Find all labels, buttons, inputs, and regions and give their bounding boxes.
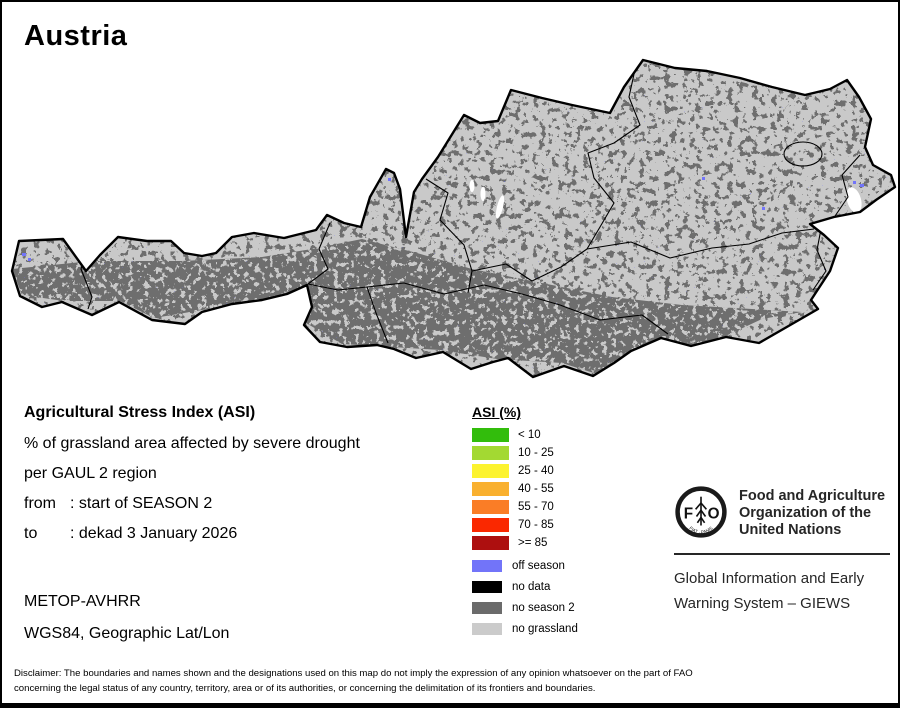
legend-swatch [472,602,502,614]
legend-row: off season [472,560,578,572]
fao-divider [674,553,890,555]
legend-row: no data [472,581,578,593]
legend-label: < 10 [518,429,541,441]
legend-row: 40 - 55 [472,482,578,496]
legend-swatch [472,428,509,442]
from-value: : start of SEASON 2 [70,495,213,512]
giews-name: Global Information and Early Warning Syst… [674,566,896,616]
legend-swatch [472,446,509,460]
legend-swatch [472,464,509,478]
asi-description-line1: % of grassland area affected by severe d… [24,435,360,452]
fao-org-line: United Nations [739,522,842,538]
legend-row: 25 - 40 [472,464,578,478]
fao-org-name: Food and Agriculture Organization of the U… [739,485,885,539]
legend-label: no grassland [512,623,578,635]
svg-text:FIAT · PANIS: FIAT · PANIS [688,525,713,534]
map-speckle-offseason [12,60,895,377]
legend-label: 10 - 25 [518,447,554,459]
legend: ASI (%) < 10 10 - 25 25 - 40 40 - 55 [472,404,578,644]
legend-label: 40 - 55 [518,483,554,495]
asi-description-line2: per GAUL 2 region [24,465,157,482]
from-row: from : start of SEASON 2 [24,496,360,512]
disclaimer-line2: concerning the legal status of any count… [14,683,596,694]
legend-swatch [472,482,509,496]
fao-logo-icon: F O FIAT · PANIS [675,486,727,538]
legend-classes: < 10 10 - 25 25 - 40 40 - 55 55 - 70 [472,428,578,550]
legend-label: no data [512,581,551,593]
page-title: Austria [24,20,128,52]
legend-label: off season [512,560,565,572]
austria-asi-map [10,58,897,379]
legend-swatch [472,623,502,635]
projection-name: WGS84, Geographic Lat/Lon [24,625,230,642]
legend-swatch [472,581,502,593]
legend-label: >= 85 [518,537,548,549]
sensor-block: METOP-AVHRR WGS84, Geographic Lat/Lon [24,593,229,657]
to-label: to [24,525,38,542]
map-info-block: Agricultural Stress Index (ASI) % of gra… [24,405,360,556]
state-boundaries [80,64,861,344]
lake-shapes [469,180,862,219]
legend-label: 70 - 85 [518,519,554,531]
wheat-icon [694,496,708,526]
legend-label: no season 2 [512,602,575,614]
fao-org-line: Organization of the [739,505,872,521]
legend-row: no season 2 [472,602,578,614]
legend-swatch [472,536,509,550]
svg-text:O: O [708,505,720,522]
legend-label: 25 - 40 [518,465,554,477]
legend-swatch [472,560,502,572]
legend-row: < 10 [472,428,578,442]
fao-block: F O FIAT · PANIS Food and Agriculture Org… [674,485,896,616]
disclaimer-line1: Disclaimer: The boundaries and names sho… [14,668,693,679]
to-value: : dekad 3 January 2026 [70,525,238,542]
legend-extras: off season no data no season 2 no grassl… [472,560,578,635]
sensor-name: METOP-AVHRR [24,593,141,610]
disclaimer: Disclaimer: The boundaries and names sho… [14,666,890,696]
fao-org-line: Food and Agriculture [739,488,886,504]
vienna-boundary [783,141,823,167]
legend-title: ASI (%) [472,404,521,420]
legend-row: no grassland [472,623,578,635]
legend-swatch [472,500,509,514]
legend-swatch [472,518,509,532]
to-row: to : dekad 3 January 2026 [24,526,360,542]
legend-row: 55 - 70 [472,500,578,514]
giews-line: Global Information and Early [674,570,865,587]
legend-row: 70 - 85 [472,518,578,532]
legend-label: 55 - 70 [518,501,554,513]
asi-heading: Agricultural Stress Index (ASI) [24,404,256,421]
svg-text:F: F [684,505,693,522]
legend-row: 10 - 25 [472,446,578,460]
from-label: from [24,495,56,512]
legend-row: >= 85 [472,536,578,550]
giews-line: Warning System – GIEWS [674,595,851,612]
